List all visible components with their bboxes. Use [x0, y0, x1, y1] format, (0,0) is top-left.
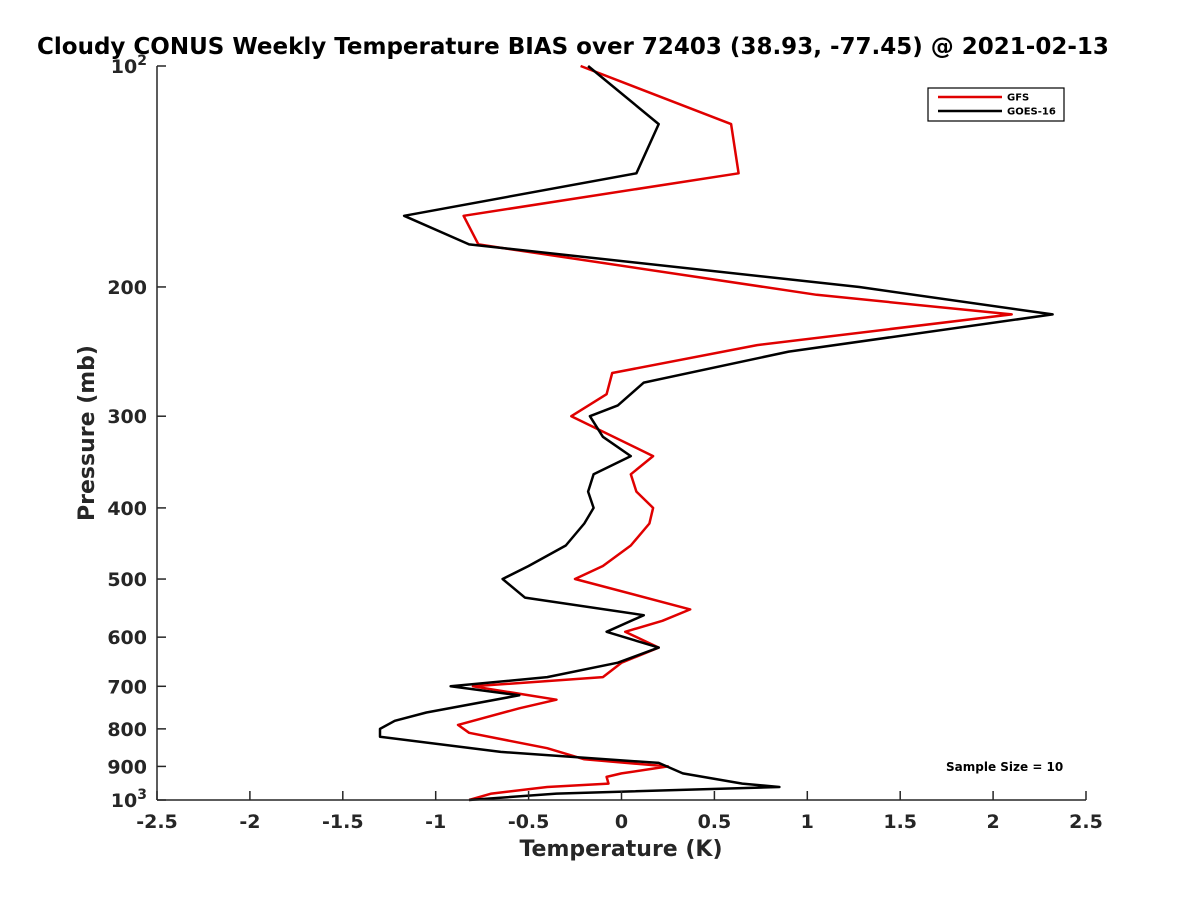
legend-label-goes-16: GOES-16: [1007, 107, 1056, 118]
y-tick-label: 200: [107, 277, 147, 299]
y-tick-label: 800: [107, 719, 147, 741]
x-tick-label: 2: [986, 811, 999, 833]
x-tick-label: 2.5: [1069, 811, 1103, 833]
x-tick-label: 1: [801, 811, 814, 833]
x-tick-label: 0: [615, 811, 628, 833]
x-ticks: -2.5 -2 -1.5 -1 -0.5 0 0.5 1 1.5 2 2.5: [136, 791, 1103, 833]
x-tick-label: -1: [425, 811, 446, 833]
y-axis-label: Pressure (mb): [75, 345, 100, 521]
y-tick-label: 600: [107, 627, 147, 649]
y-tick-label: 900: [107, 756, 147, 778]
legend: GFS GOES-16: [927, 87, 1065, 122]
x-tick-label: -2: [239, 811, 260, 833]
sample-size-annotation: Sample Size = 10: [946, 760, 1063, 774]
x-tick-label: -0.5: [508, 811, 550, 833]
x-axis-label: Temperature (K): [519, 837, 722, 862]
legend-label-gfs: GFS: [1007, 93, 1029, 104]
x-tick-label: -2.5: [136, 811, 178, 833]
y-tick-label: 700: [107, 676, 147, 698]
plot-area: [378, 64, 1054, 802]
x-tick-label: 0.5: [698, 811, 732, 833]
chart-title: Cloudy CONUS Weekly Temperature BIAS ove…: [37, 34, 1109, 60]
legend-box: [927, 87, 1065, 122]
x-tick-label: 1.5: [883, 811, 917, 833]
axes: -2.5 -2 -1.5 -1 -0.5 0 0.5 1 1.5 2 2.5 102 200 300 40…: [107, 53, 1103, 833]
y-tick-label: 103: [111, 787, 147, 812]
y-tick-label: 500: [107, 569, 147, 591]
y-tick-label: 400: [107, 498, 147, 520]
x-tick-label: -1.5: [322, 811, 364, 833]
y-tick-label: 102: [111, 53, 147, 78]
y-tick-label: 300: [107, 406, 147, 428]
series-line-gfs: [456, 64, 1013, 802]
y-ticks: 102 200 300 400 500 600 700 800 900 103: [107, 53, 166, 812]
series-line-goes-16: [378, 65, 1054, 802]
